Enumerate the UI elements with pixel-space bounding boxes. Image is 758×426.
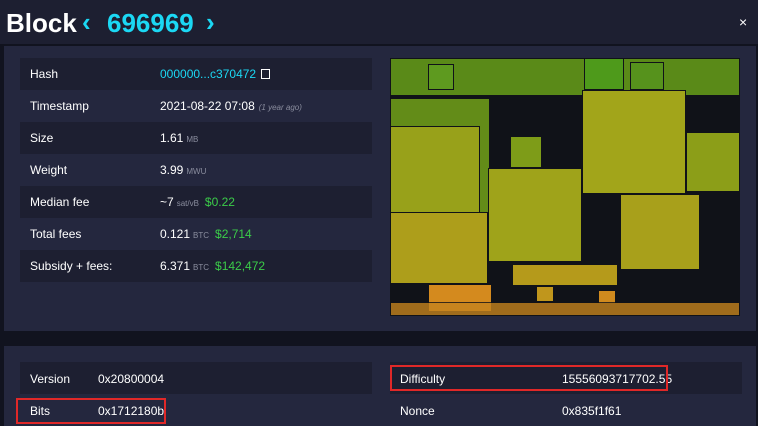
- total-fees-label: Total fees: [30, 227, 82, 241]
- treemap-tile[interactable]: [512, 264, 618, 286]
- treemap-tile[interactable]: [584, 58, 624, 90]
- block-details-panel: Hash 000000...c370472 Timestamp 2021-08-…: [4, 46, 756, 331]
- size-value: 1.61: [160, 131, 184, 145]
- total-fees-unit: BTC: [193, 231, 210, 240]
- version-value: 0x20800004: [98, 372, 165, 386]
- weight-row: Weight 3.99 MWU: [20, 154, 372, 186]
- size-value-wrap: 1.61 MB: [160, 131, 198, 145]
- subsidy-value-wrap: 6.371 BTC $142,472: [160, 259, 265, 273]
- close-icon[interactable]: ×: [739, 14, 748, 30]
- size-row: Size 1.61 MB: [20, 122, 372, 154]
- difficulty-row: Difficulty 15556093717702.55: [390, 362, 742, 394]
- weight-label: Weight: [30, 163, 68, 177]
- timestamp-value-wrap: 2021-08-22 07:08 (1 year ago): [160, 99, 302, 113]
- block-treemap[interactable]: [390, 58, 740, 316]
- next-block-button[interactable]: ›: [206, 7, 215, 37]
- median-fee-value: ~7: [160, 195, 174, 209]
- nonce-label: Nonce: [400, 404, 435, 418]
- version-row: Version 0x20800004: [20, 362, 372, 394]
- weight-unit: MWU: [186, 167, 207, 176]
- median-fee-unit: sat/vB: [176, 199, 199, 208]
- treemap-tile[interactable]: [582, 90, 686, 194]
- subsidy-value: 6.371: [160, 259, 191, 273]
- previous-block-button[interactable]: ‹: [82, 7, 91, 37]
- treemap-tile[interactable]: [390, 212, 488, 284]
- weight-value: 3.99: [160, 163, 184, 177]
- hash-label: Hash: [30, 67, 59, 81]
- median-fee-value-wrap: ~7 sat/vB $0.22: [160, 195, 235, 209]
- page-title: Block: [6, 8, 77, 38]
- nonce-value: 0x835f1f61: [562, 404, 622, 418]
- header-bar: Block ‹ 696969 › ×: [0, 0, 758, 44]
- block-height: 696969: [107, 8, 194, 38]
- treemap-tile[interactable]: [630, 62, 664, 90]
- hash-value-wrap: 000000...c370472: [160, 67, 271, 81]
- median-fee-usd: $0.22: [204, 195, 235, 209]
- bits-label: Bits: [30, 404, 51, 418]
- size-unit: MB: [186, 135, 199, 144]
- bits-value: 0x1712180b: [98, 404, 165, 418]
- treemap-tile[interactable]: [488, 168, 582, 262]
- total-fees-value: 0.121: [160, 227, 191, 241]
- treemap-tile[interactable]: [390, 126, 480, 214]
- block-extra-panel: Version 0x20800004 Bits 0x1712180b Diffi…: [4, 346, 756, 426]
- median-fee-label: Median fee: [30, 195, 90, 209]
- difficulty-value: 15556093717702.55: [562, 372, 673, 386]
- difficulty-label: Difficulty: [400, 372, 446, 386]
- treemap-tile[interactable]: [428, 64, 454, 90]
- bits-highlight: [16, 398, 166, 424]
- weight-value-wrap: 3.99 MWU: [160, 163, 206, 177]
- treemap-tile[interactable]: [390, 302, 740, 316]
- subsidy-usd: $142,472: [215, 259, 266, 273]
- hash-link[interactable]: 000000...c370472: [160, 67, 257, 81]
- total-fees-row: Total fees 0.121 BTC $2,714: [20, 218, 372, 250]
- treemap-tile[interactable]: [510, 136, 542, 168]
- version-label: Version: [30, 372, 71, 386]
- treemap-tile[interactable]: [686, 132, 740, 192]
- timestamp-row: Timestamp 2021-08-22 07:08 (1 year ago): [20, 90, 372, 122]
- size-label: Size: [30, 131, 54, 145]
- difficulty-highlight: [390, 365, 668, 391]
- copy-icon[interactable]: [261, 69, 271, 79]
- subsidy-row: Subsidy + fees: 6.371 BTC $142,472: [20, 250, 372, 282]
- nonce-row: Nonce 0x835f1f61: [390, 394, 742, 426]
- total-fees-value-wrap: 0.121 BTC $2,714: [160, 227, 252, 241]
- median-fee-row: Median fee ~7 sat/vB $0.22: [20, 186, 372, 218]
- timestamp-label: Timestamp: [30, 99, 89, 113]
- bits-row: Bits 0x1712180b: [20, 394, 372, 426]
- treemap-tile[interactable]: [620, 194, 700, 270]
- treemap-tile[interactable]: [536, 286, 554, 302]
- subsidy-unit: BTC: [193, 263, 210, 272]
- timestamp-ago: (1 year ago): [258, 103, 302, 112]
- subsidy-label: Subsidy + fees:: [30, 259, 113, 273]
- hash-row: Hash 000000...c370472: [20, 58, 372, 90]
- total-fees-usd: $2,714: [215, 227, 252, 241]
- timestamp-value: 2021-08-22 07:08: [160, 99, 255, 113]
